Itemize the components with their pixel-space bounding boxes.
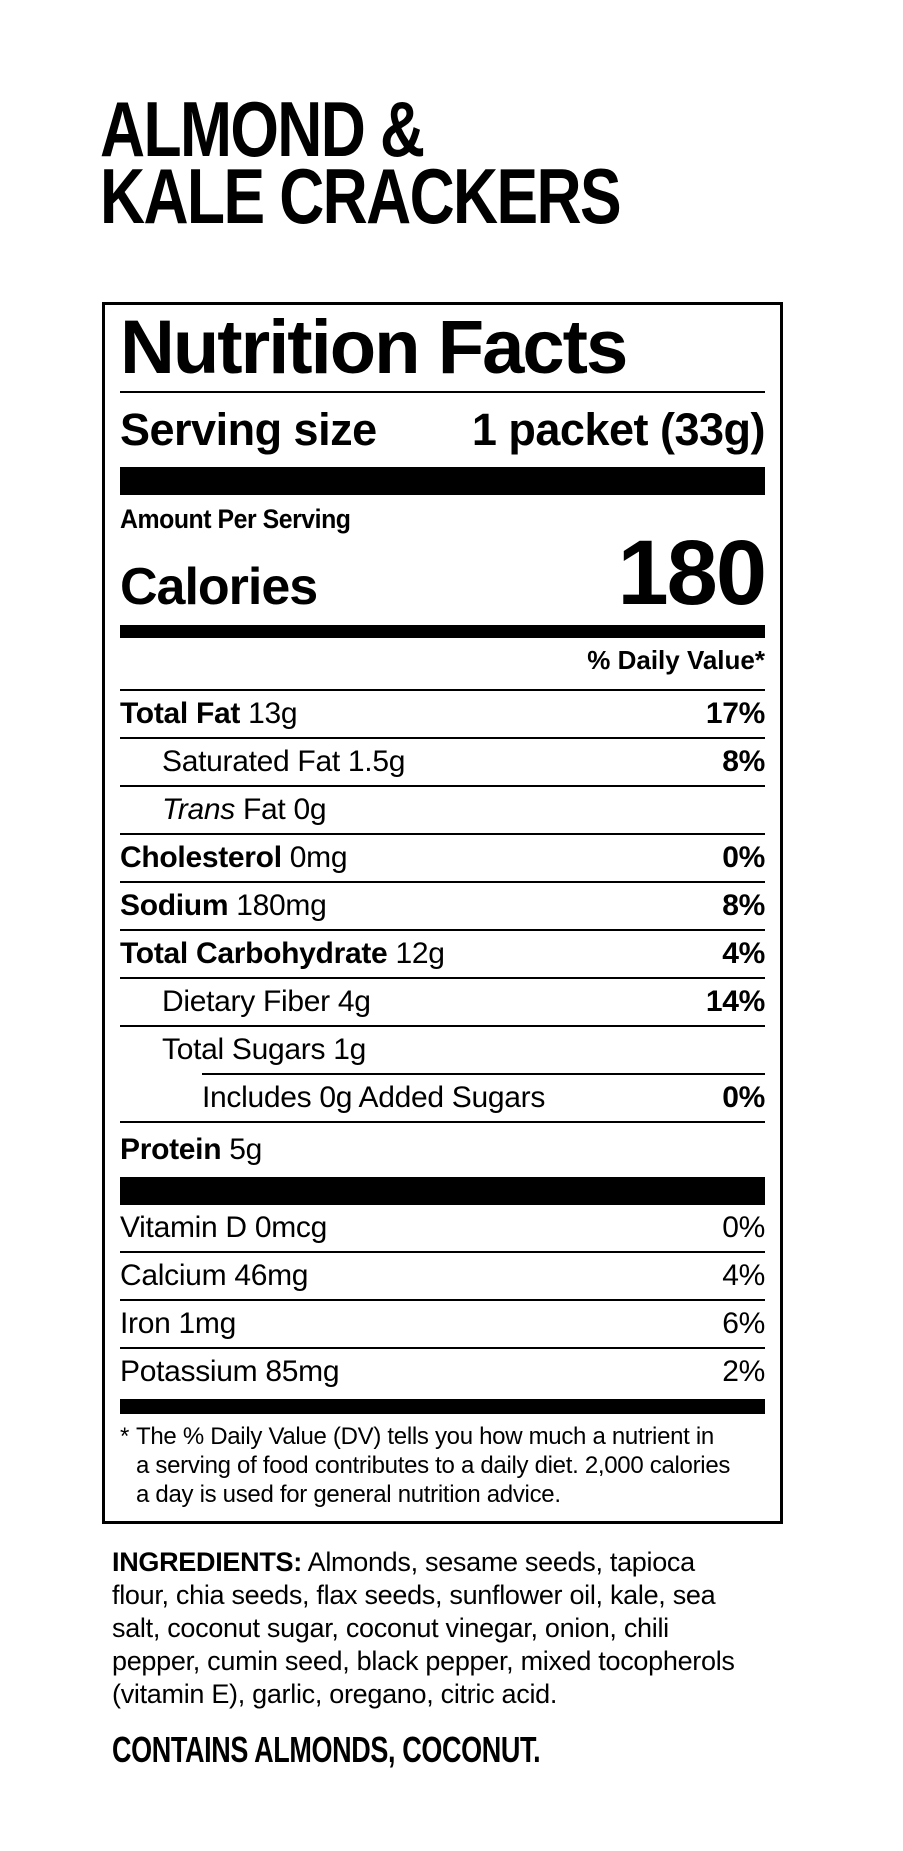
serving-size-label: Serving size	[120, 404, 377, 456]
nutrient-amount: 4g	[337, 985, 371, 1019]
serving-size-value: 1 packet (33g)	[471, 404, 766, 456]
nutrient-row-total-carbohydrate: Total Carbohydrate 12g 4%	[120, 929, 765, 977]
nutrient-name: Total Sugars	[162, 1033, 326, 1067]
ingredients-section: INGREDIENTS: Almonds, sesame seeds, tapi…	[112, 1546, 792, 1711]
nutrient-row-total-fat: Total Fat 13g 17%	[120, 689, 765, 737]
divider-bar-thick	[120, 1177, 765, 1206]
micronutrient-row-vitamin-d: Vitamin D 0mcg 0%	[120, 1205, 765, 1251]
nutrient-name: Iron	[120, 1307, 171, 1341]
nutrient-name: Calcium	[120, 1259, 227, 1293]
nutrient-amount: 1g	[333, 1033, 366, 1067]
heading-rule	[120, 391, 765, 394]
product-title: ALMOND & KALE CRACKERS	[100, 85, 622, 240]
micronutrient-row-calcium: Calcium 46mg 4%	[120, 1251, 765, 1299]
nutrient-dv: 14%	[705, 985, 765, 1019]
nutrient-dv: 0%	[722, 1211, 765, 1245]
nutrient-name: Protein	[120, 1133, 222, 1167]
nutrient-row-total-sugars: Total Sugars 1g	[120, 1025, 765, 1073]
nutrient-dv: 4%	[722, 1259, 765, 1293]
allergen-statement: CONTAINS ALMONDS, COCONUT.	[112, 1729, 541, 1770]
nutrient-row-trans-fat: Trans Fat 0g	[120, 785, 765, 833]
nutrient-dv: 6%	[722, 1307, 765, 1341]
nutrient-dv: 0%	[722, 841, 765, 875]
nutrient-row-sodium: Sodium 180mg 8%	[120, 881, 765, 929]
micronutrient-row-potassium: Potassium 85mg 2%	[120, 1347, 765, 1395]
calories-row: Calories 180	[120, 522, 767, 625]
daily-value-header: % Daily Value*	[587, 645, 765, 676]
nutrition-facts-panel: Nutrition Facts Serving size 1 packet (3…	[102, 302, 783, 1525]
nutrient-amount: Fat 0g	[243, 793, 327, 827]
nutrient-amount: 5g	[229, 1133, 263, 1167]
nutrient-name: Vitamin D	[120, 1211, 247, 1245]
nutrient-amount: 1.5g	[347, 745, 406, 779]
calories-label: Calories	[120, 558, 318, 617]
divider-bar-footnote	[120, 1399, 765, 1415]
divider-bar-thick	[120, 467, 765, 496]
nutrient-dv: 17%	[705, 697, 765, 731]
nutrient-amount: 85mg	[265, 1355, 340, 1389]
ingredients-label: INGREDIENTS:	[112, 1547, 302, 1577]
nutrient-row-dietary-fiber: Dietary Fiber 4g 14%	[120, 977, 765, 1025]
nutrient-dv: 8%	[722, 745, 765, 779]
nutrient-amount: 0mcg	[254, 1211, 328, 1245]
footnote-text: The % Daily Value (DV) tells you how muc…	[136, 1423, 731, 1509]
nutrient-amount: 13g	[248, 697, 298, 731]
nutrient-rows: Total Fat 13g 17% Saturated Fat 1.5g 8% …	[120, 689, 765, 1177]
nutrient-amount: 46mg	[234, 1259, 309, 1293]
ingredients-text: Almonds, sesame seeds, tapioca flour, ch…	[112, 1547, 735, 1709]
nutrient-amount: 1mg	[178, 1307, 237, 1341]
nutrient-dv: 4%	[722, 937, 765, 971]
serving-size-row: Serving size 1 packet (33g)	[120, 393, 766, 467]
amount-per-serving-label: Amount Per Serving	[120, 504, 351, 535]
nutrient-name: Saturated Fat	[162, 745, 340, 779]
divider-bar-medium	[120, 625, 765, 639]
nutrient-row-cholesterol: Cholesterol 0mg 0%	[120, 833, 765, 881]
nutrient-name: Includes 0g Added Sugars	[202, 1081, 546, 1115]
nutrient-amount: 12g	[395, 937, 445, 971]
nutrient-amount: 180mg	[236, 889, 327, 923]
nutrient-dv: 2%	[722, 1355, 765, 1389]
micronutrient-row-iron: Iron 1mg 6%	[120, 1299, 765, 1347]
footnote-asterisk: *	[120, 1423, 130, 1451]
nutrient-name: Total Fat	[120, 697, 241, 731]
nutrient-name: Cholesterol	[120, 841, 282, 875]
footnote: * The % Daily Value (DV) tells you how m…	[120, 1414, 765, 1521]
nutrient-row-saturated-fat: Saturated Fat 1.5g 8%	[120, 737, 765, 785]
nutrient-dv: 0%	[722, 1081, 765, 1115]
nutrient-amount: 0mg	[289, 841, 348, 875]
nutrient-row-protein: Protein 5g	[120, 1121, 765, 1177]
nutrient-name: Trans	[162, 793, 235, 827]
nutrient-row-added-sugars: Includes 0g Added Sugars 0%	[202, 1073, 765, 1121]
calories-value: 180	[617, 522, 767, 625]
nutrient-dv: 8%	[722, 889, 765, 923]
nutrient-name: Sodium	[120, 889, 229, 923]
nutrient-name: Dietary Fiber	[162, 985, 330, 1019]
nutrition-facts-heading: Nutrition Facts	[120, 305, 628, 390]
nutrient-name: Total Carbohydrate	[120, 937, 388, 971]
micronutrient-rows: Vitamin D 0mcg 0% Calcium 46mg 4% Iron 1…	[120, 1205, 765, 1395]
nutrient-name: Potassium	[120, 1355, 258, 1389]
